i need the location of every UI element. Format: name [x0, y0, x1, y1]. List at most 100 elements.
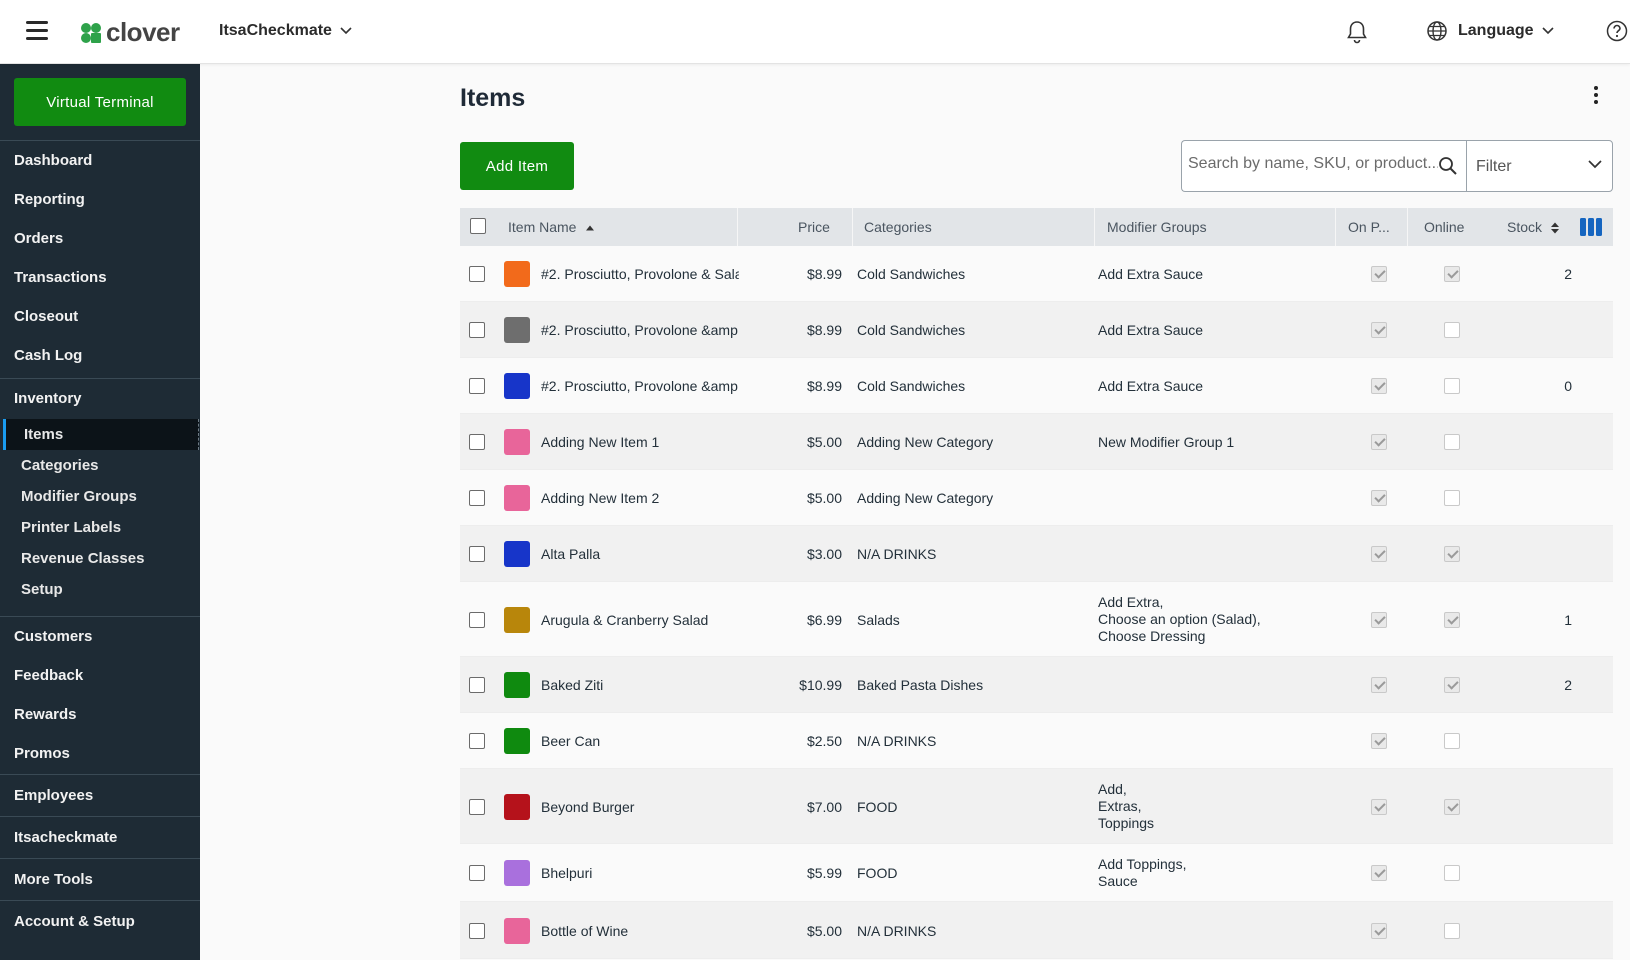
item-name[interactable]: Adding New Item 2: [541, 490, 660, 506]
online-checkbox[interactable]: [1444, 865, 1460, 881]
column-header-modifier-groups[interactable]: Modifier Groups: [1107, 219, 1207, 235]
online-checkbox[interactable]: [1444, 546, 1460, 562]
sidebar-subitem-categories[interactable]: Categories: [21, 457, 99, 474]
table-row[interactable]: Bhelpuri $5.99 FOOD Add Toppings, Sauce: [460, 844, 1613, 902]
online-checkbox[interactable]: [1444, 266, 1460, 282]
table-row[interactable]: Adding New Item 1 $5.00 Adding New Categor…: [460, 414, 1613, 470]
row-checkbox[interactable]: [469, 733, 485, 749]
row-checkbox[interactable]: [469, 434, 485, 450]
row-checkbox[interactable]: [469, 378, 485, 394]
table-row[interactable]: #2. Prosciutto, Provolone &amp; Salami $8…: [460, 302, 1613, 358]
row-checkbox[interactable]: [469, 865, 485, 881]
online-checkbox[interactable]: [1444, 322, 1460, 338]
item-category: Adding New Category: [857, 434, 994, 450]
item-price: $3.00: [806, 546, 842, 562]
column-settings-icon[interactable]: [1580, 218, 1602, 241]
item-name[interactable]: #2. Prosciutto, Provolone &amp; Salami: [541, 378, 739, 394]
item-stock: 2: [1564, 266, 1572, 282]
item-name[interactable]: Baked Ziti: [541, 677, 604, 693]
table-row[interactable]: #2. Prosciutto, Provolone & Salami $8.99 C…: [460, 246, 1613, 302]
bell-icon[interactable]: [1346, 20, 1368, 49]
menu-icon[interactable]: [26, 21, 48, 41]
row-checkbox[interactable]: [469, 677, 485, 693]
online-checkbox[interactable]: [1444, 434, 1460, 450]
sidebar-item-orders[interactable]: Orders: [14, 230, 64, 247]
item-category: FOOD: [857, 798, 898, 815]
virtual-terminal-button[interactable]: Virtual Terminal: [14, 78, 186, 126]
more-options-icon[interactable]: [1590, 86, 1602, 110]
online-checkbox[interactable]: [1444, 378, 1460, 394]
table-row[interactable]: Beer Can $2.50 N/A DRINKS: [460, 713, 1613, 769]
item-name[interactable]: Adding New Item 1: [541, 434, 660, 450]
sidebar-item-reporting[interactable]: Reporting: [14, 191, 85, 208]
help-icon[interactable]: [1606, 20, 1628, 47]
item-category: N/A DRINKS: [857, 922, 937, 939]
on-pos-checkbox: [1371, 434, 1387, 450]
select-all-checkbox[interactable]: [470, 218, 486, 234]
sidebar-subitem-setup[interactable]: Setup: [21, 581, 63, 598]
item-name[interactable]: #2. Prosciutto, Provolone &amp; Salami: [541, 322, 739, 338]
row-checkbox[interactable]: [469, 490, 485, 506]
sidebar-item-closeout[interactable]: Closeout: [14, 308, 79, 325]
sidebar-item-more-tools[interactable]: More Tools: [14, 871, 93, 888]
item-name[interactable]: Bhelpuri: [541, 865, 593, 881]
row-checkbox[interactable]: [469, 266, 485, 282]
table-row[interactable]: Bottle of Wine $5.00 N/A DRINKS: [460, 902, 1613, 959]
column-header-price[interactable]: Price: [798, 219, 830, 235]
row-checkbox[interactable]: [469, 798, 485, 815]
search-input[interactable]: [1188, 155, 1438, 173]
row-checkbox[interactable]: [469, 611, 485, 628]
online-checkbox[interactable]: [1444, 798, 1460, 815]
table-row[interactable]: Baked Ziti $10.99 Baked Pasta Dishes 2: [460, 657, 1613, 713]
sidebar-item-rewards[interactable]: Rewards: [14, 706, 77, 723]
column-header-categories[interactable]: Categories: [864, 219, 932, 235]
column-header-stock[interactable]: Stock: [1507, 208, 1559, 246]
item-name[interactable]: Beyond Burger: [541, 798, 635, 815]
item-name[interactable]: Bottle of Wine: [541, 922, 629, 939]
item-name[interactable]: Arugula & Cranberry Salad: [541, 611, 709, 628]
search-icon[interactable]: [1438, 156, 1458, 176]
sidebar-subitem-printer-labels[interactable]: Printer Labels: [21, 519, 122, 536]
sidebar-item-transactions[interactable]: Transactions: [14, 269, 107, 286]
item-name[interactable]: Beer Can: [541, 733, 601, 749]
row-checkbox[interactable]: [469, 322, 485, 338]
column-header-on-pos[interactable]: On P...: [1348, 219, 1390, 235]
item-name[interactable]: #2. Prosciutto, Provolone & Salami: [541, 266, 739, 282]
row-checkbox[interactable]: [469, 546, 485, 562]
sort-both-icon: [1550, 222, 1559, 234]
table-row[interactable]: Alta Palla $3.00 N/A DRINKS: [460, 526, 1613, 582]
clover-logo[interactable]: clover: [80, 17, 180, 48]
sidebar-subitem-modifier-groups[interactable]: Modifier Groups: [21, 488, 137, 505]
item-name[interactable]: Alta Palla: [541, 546, 601, 562]
column-header-item-name[interactable]: Item Name: [508, 208, 595, 246]
online-checkbox[interactable]: [1444, 677, 1460, 693]
sidebar-item-account-setup[interactable]: Account & Setup: [14, 913, 135, 930]
sidebar-item-customers[interactable]: Customers: [14, 628, 93, 645]
table-row[interactable]: #2. Prosciutto, Provolone &amp; Salami $8…: [460, 358, 1613, 414]
sidebar-item-cash-log[interactable]: Cash Log: [14, 347, 83, 364]
sidebar-item-itsacheckmate[interactable]: Itsacheckmate: [14, 829, 118, 846]
language-selector[interactable]: Language: [1426, 20, 1554, 42]
item-color-swatch: [504, 606, 530, 633]
online-checkbox[interactable]: [1444, 611, 1460, 628]
modifier-group-line: Add Toppings,: [1098, 856, 1187, 872]
table-row[interactable]: Beyond Burger $7.00 FOOD Add, Extras, Topping…: [460, 769, 1613, 844]
sidebar-item-promos[interactable]: Promos: [14, 745, 70, 762]
sidebar-item-dashboard[interactable]: Dashboard: [14, 152, 93, 169]
table-row[interactable]: Arugula & Cranberry Salad $6.99 Salads Add …: [460, 582, 1613, 657]
sidebar-item-employees[interactable]: Employees: [14, 787, 94, 804]
online-checkbox[interactable]: [1444, 490, 1460, 506]
row-checkbox[interactable]: [469, 922, 485, 939]
column-header-online[interactable]: Online: [1424, 219, 1465, 235]
sidebar-subitem-revenue-classes[interactable]: Revenue Classes: [21, 550, 145, 567]
add-item-button[interactable]: Add Item: [460, 142, 574, 190]
online-checkbox[interactable]: [1444, 922, 1460, 939]
table-row[interactable]: Adding New Item 2 $5.00 Adding New Categor…: [460, 470, 1613, 526]
sidebar-item-feedback[interactable]: Feedback: [14, 667, 84, 684]
sidebar-item-inventory[interactable]: Inventory: [14, 390, 82, 407]
on-pos-checkbox: [1371, 922, 1387, 939]
sidebar-subitem-items[interactable]: Items: [3, 419, 199, 450]
merchant-selector[interactable]: ItsaCheckmate: [219, 22, 352, 40]
online-checkbox[interactable]: [1444, 733, 1460, 749]
filter-select[interactable]: Filter: [1466, 140, 1613, 192]
